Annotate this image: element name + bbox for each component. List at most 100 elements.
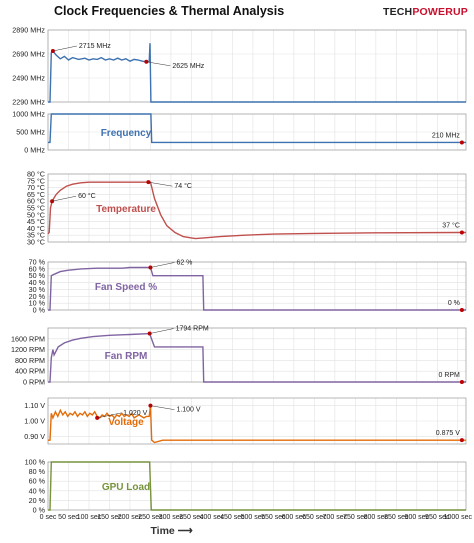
y-tick-label: 800 RPM (15, 356, 45, 365)
annotation-marker (459, 438, 464, 443)
x-tick-label: 450 sec (220, 514, 245, 521)
annotation-label: 1.100 V (176, 407, 200, 414)
x-tick-label: 300 sec (159, 514, 184, 521)
x-tick-label: 500 sec (241, 514, 266, 521)
x-tick-label: 550 sec (261, 514, 286, 521)
y-tick-label: 2890 MHz (12, 26, 45, 35)
y-tick-label: 1600 RPM (11, 334, 45, 343)
y-tick-label: 50 °C (27, 210, 45, 219)
x-tick-label: 900 sec (405, 514, 430, 521)
annotation-leader (150, 405, 175, 410)
annotation-label: 210 MHz (432, 132, 461, 139)
panel-label: Temperature (96, 204, 156, 215)
y-tick-label: 10 % (29, 299, 46, 308)
y-tick-label: 60 % (29, 477, 46, 486)
annotation-leader (97, 412, 122, 419)
panel-frame (47, 397, 467, 445)
panel-label: Fan RPM (105, 351, 148, 362)
x-tick-label: 0 sec (40, 514, 57, 521)
annotation-leader (146, 61, 171, 67)
panel-label: GPU Load (102, 482, 150, 493)
y-tick-label: 0 RPM (23, 378, 45, 387)
y-tick-label: 20 % (29, 292, 46, 301)
y-tick-label: 80 % (29, 467, 46, 476)
annotation-leader (148, 181, 173, 187)
chart-title: Clock Frequencies & Thermal Analysis (54, 4, 285, 18)
annotation-leader (149, 328, 174, 334)
y-tick-label: 50 % (29, 271, 46, 280)
annotation-label: 1794 RPM (176, 326, 209, 333)
y-tick-label: 0.90 V (24, 432, 45, 441)
y-tick-label: 80 °C (27, 170, 45, 179)
series-line (48, 113, 466, 144)
x-tick-label: 150 sec (97, 514, 122, 521)
series-line (48, 43, 466, 103)
annotation-leader (52, 195, 77, 202)
x-tick-label: 600 sec (282, 514, 307, 521)
x-tick-label: 400 sec (200, 514, 225, 521)
y-tick-label: 75 °C (27, 176, 45, 185)
annotation-label: 0.875 V (436, 430, 460, 437)
y-tick-label: 40 % (29, 278, 46, 287)
x-tick-label: 100 sec (77, 514, 102, 521)
y-tick-label: 70 °C (27, 183, 45, 192)
annotation-marker (459, 230, 464, 235)
x-tick-label: 800 sec (364, 514, 389, 521)
y-tick-label: 1.00 V (24, 417, 45, 426)
x-tick-label: 750 sec (343, 514, 368, 521)
y-tick-label: 500 MHz (16, 128, 45, 137)
y-tick-label: 30 % (29, 285, 46, 294)
annotation-marker (459, 308, 464, 312)
annotation-label: 62 % (176, 259, 192, 266)
y-tick-label: 1200 RPM (11, 345, 45, 354)
x-tick-label: 350 sec (179, 514, 204, 521)
x-tick-label: 50 sec (58, 514, 79, 521)
logo-part-2: POWERUP (412, 6, 468, 18)
series-line (48, 461, 466, 511)
y-tick-label: 2490 MHz (12, 74, 45, 83)
series-line (48, 266, 466, 311)
y-tick-label: 30 °C (27, 238, 45, 247)
x-tick-label: 850 sec (384, 514, 409, 521)
x-tick-label: 250 sec (138, 514, 163, 521)
y-tick-label: 400 RPM (15, 367, 45, 376)
brand-logo: TECHPOWERUP (383, 6, 468, 18)
annotation-marker (459, 380, 464, 384)
y-tick-label: 1.10 V (24, 401, 45, 410)
annotation-label: 1.020 V (123, 410, 147, 417)
annotation-leader (52, 45, 77, 52)
y-tick-label: 70 % (29, 258, 46, 267)
annotation-marker (459, 140, 464, 145)
panel-frame (47, 173, 467, 243)
y-tick-label: 40 °C (27, 224, 45, 233)
y-tick-label: 0 MHz (24, 146, 45, 155)
y-tick-label: 0 % (33, 506, 46, 515)
x-tick-label: 950 sec (425, 514, 450, 521)
panel-label: Frequency (101, 128, 152, 139)
y-tick-label: 65 °C (27, 190, 45, 199)
annotation-label: 60 °C (78, 192, 96, 200)
annotation-label: 2715 MHz (79, 43, 111, 50)
series-line (47, 181, 466, 240)
x-axis-title: Time ⟶ (150, 525, 193, 537)
y-tick-label: 1000 MHz (12, 110, 45, 119)
y-tick-label: 0 % (33, 306, 46, 315)
series-line (48, 405, 466, 444)
y-tick-label: 2290 MHz (12, 98, 45, 107)
annotation-label: 0 RPM (438, 372, 460, 379)
annotation-label: 0 % (448, 300, 460, 307)
y-tick-label: 35 °C (27, 231, 45, 240)
logo-part-1: TECH (382, 6, 413, 18)
x-tick-label: 700 sec (323, 514, 348, 521)
y-tick-label: 40 % (29, 486, 46, 495)
annotation-label: 2625 MHz (172, 63, 204, 70)
x-tick-label: 650 sec (302, 514, 327, 521)
y-tick-label: 100 % (25, 458, 46, 467)
annotation-label: 74 °C (174, 182, 192, 190)
annotation-label: 37 °C (442, 221, 460, 229)
y-tick-label: 60 °C (27, 197, 45, 206)
panel-frame (47, 113, 467, 151)
panel-frame (47, 29, 467, 103)
annotation-leader (150, 262, 175, 268)
